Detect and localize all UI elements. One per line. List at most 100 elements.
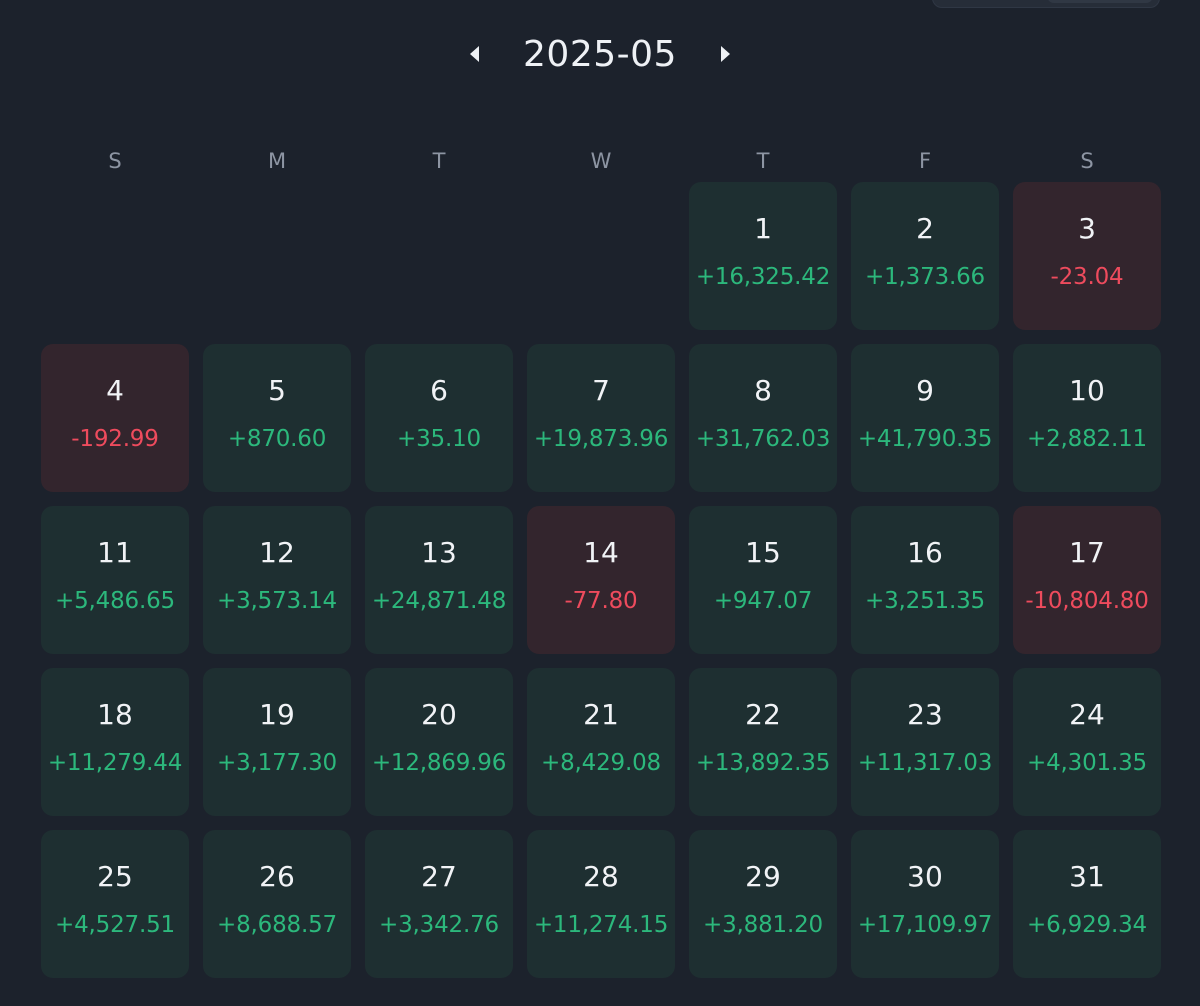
calendar-day-cell-25[interactable]: 25 +4,527.51 bbox=[41, 830, 189, 978]
calendar-day-cell-13[interactable]: 13 +24,871.48 bbox=[365, 506, 513, 654]
calendar-day-cell-18[interactable]: 18 +11,279.44 bbox=[41, 668, 189, 816]
day-number: 28 bbox=[583, 860, 619, 893]
day-number: 24 bbox=[1069, 698, 1105, 731]
calendar-day-cell-10[interactable]: 10 +2,882.11 bbox=[1013, 344, 1161, 492]
view-toggle-active-segment[interactable] bbox=[1047, 0, 1153, 3]
daily-pnl-loss: -77.80 bbox=[564, 588, 638, 614]
daily-pnl-gain: +947.07 bbox=[713, 588, 813, 614]
calendar-day-cell-9[interactable]: 9 +41,790.35 bbox=[851, 344, 999, 492]
day-number: 10 bbox=[1069, 374, 1105, 407]
day-number: 22 bbox=[745, 698, 781, 731]
weekday-sunday: S bbox=[108, 149, 122, 173]
daily-pnl-gain: +11,317.03 bbox=[857, 750, 993, 776]
caret-left-icon bbox=[470, 46, 480, 62]
daily-pnl-gain: +16,325.42 bbox=[695, 264, 831, 290]
daily-pnl-loss: -10,804.80 bbox=[1025, 588, 1149, 614]
daily-pnl-gain: +13,892.35 bbox=[695, 750, 831, 776]
daily-pnl-gain: +3,573.14 bbox=[217, 588, 337, 614]
day-number: 23 bbox=[907, 698, 943, 731]
day-number: 8 bbox=[754, 374, 772, 407]
daily-pnl-gain: +870.60 bbox=[227, 426, 327, 452]
calendar-day-cell-17[interactable]: 17 -10,804.80 bbox=[1013, 506, 1161, 654]
daily-pnl-gain: +35.10 bbox=[397, 426, 481, 452]
weekday-friday: F bbox=[918, 149, 932, 173]
calendar-empty-cell bbox=[365, 182, 513, 330]
calendar-day-cell-11[interactable]: 11 +5,486.65 bbox=[41, 506, 189, 654]
daily-pnl-gain: +3,342.76 bbox=[379, 912, 499, 938]
daily-pnl-gain: +1,373.66 bbox=[865, 264, 985, 290]
day-number: 17 bbox=[1069, 536, 1105, 569]
calendar-day-cell-16[interactable]: 16 +3,251.35 bbox=[851, 506, 999, 654]
day-number: 4 bbox=[106, 374, 124, 407]
calendar-day-cell-28[interactable]: 28 +11,274.15 bbox=[527, 830, 675, 978]
day-number: 3 bbox=[1078, 212, 1096, 245]
weekday-wednesday: W bbox=[590, 149, 612, 173]
day-number: 31 bbox=[1069, 860, 1105, 893]
calendar-day-cell-1[interactable]: 1 +16,325.42 bbox=[689, 182, 837, 330]
day-number: 21 bbox=[583, 698, 619, 731]
day-number: 26 bbox=[259, 860, 295, 893]
view-toggle[interactable] bbox=[932, 0, 1160, 8]
prev-month-button[interactable] bbox=[455, 34, 495, 74]
calendar-day-cell-6[interactable]: 6 +35.10 bbox=[365, 344, 513, 492]
calendar-day-cell-31[interactable]: 31 +6,929.34 bbox=[1013, 830, 1161, 978]
day-number: 2 bbox=[916, 212, 934, 245]
calendar-day-cell-5[interactable]: 5 +870.60 bbox=[203, 344, 351, 492]
calendar-day-cell-2[interactable]: 2 +1,373.66 bbox=[851, 182, 999, 330]
day-number: 12 bbox=[259, 536, 295, 569]
calendar-day-cell-3[interactable]: 3 -23.04 bbox=[1013, 182, 1161, 330]
day-number: 9 bbox=[916, 374, 934, 407]
daily-pnl-gain: +2,882.11 bbox=[1027, 426, 1147, 452]
daily-pnl-gain: +8,429.08 bbox=[541, 750, 661, 776]
daily-pnl-loss: -23.04 bbox=[1050, 264, 1124, 290]
calendar-day-cell-4[interactable]: 4 -192.99 bbox=[41, 344, 189, 492]
day-number: 5 bbox=[268, 374, 286, 407]
day-number: 15 bbox=[745, 536, 781, 569]
calendar-day-cell-26[interactable]: 26 +8,688.57 bbox=[203, 830, 351, 978]
daily-pnl-gain: +4,301.35 bbox=[1027, 750, 1147, 776]
caret-right-icon bbox=[720, 46, 730, 62]
calendar-day-cell-20[interactable]: 20 +12,869.96 bbox=[365, 668, 513, 816]
day-number: 25 bbox=[97, 860, 133, 893]
day-number: 14 bbox=[583, 536, 619, 569]
calendar-day-cell-21[interactable]: 21 +8,429.08 bbox=[527, 668, 675, 816]
calendar-day-cell-14[interactable]: 14 -77.80 bbox=[527, 506, 675, 654]
day-number: 29 bbox=[745, 860, 781, 893]
daily-pnl-gain: +5,486.65 bbox=[55, 588, 175, 614]
daily-pnl-gain: +3,881.20 bbox=[703, 912, 823, 938]
weekday-header-row: S M T W T F S bbox=[41, 146, 1159, 176]
day-number: 13 bbox=[421, 536, 457, 569]
day-number: 7 bbox=[592, 374, 610, 407]
daily-pnl-gain: +11,274.15 bbox=[533, 912, 669, 938]
day-number: 16 bbox=[907, 536, 943, 569]
day-number: 19 bbox=[259, 698, 295, 731]
weekday-monday: M bbox=[267, 149, 287, 173]
calendar-day-cell-30[interactable]: 30 +17,109.97 bbox=[851, 830, 999, 978]
month-title: 2025-05 bbox=[523, 33, 677, 75]
daily-pnl-gain: +4,527.51 bbox=[55, 912, 175, 938]
next-month-button[interactable] bbox=[705, 34, 745, 74]
calendar-header: 2025-05 bbox=[0, 22, 1200, 86]
calendar-day-cell-15[interactable]: 15 +947.07 bbox=[689, 506, 837, 654]
calendar-day-cell-24[interactable]: 24 +4,301.35 bbox=[1013, 668, 1161, 816]
calendar-day-cell-27[interactable]: 27 +3,342.76 bbox=[365, 830, 513, 978]
daily-pnl-gain: +11,279.44 bbox=[47, 750, 183, 776]
daily-pnl-gain: +24,871.48 bbox=[371, 588, 507, 614]
calendar-day-cell-29[interactable]: 29 +3,881.20 bbox=[689, 830, 837, 978]
daily-pnl-gain: +3,177.30 bbox=[217, 750, 337, 776]
calendar-grid: 1 +16,325.42 2 +1,373.66 3 -23.04 4 -192.99 5 +87… bbox=[41, 182, 1161, 978]
calendar-day-cell-22[interactable]: 22 +13,892.35 bbox=[689, 668, 837, 816]
day-number: 11 bbox=[97, 536, 133, 569]
day-number: 27 bbox=[421, 860, 457, 893]
daily-pnl-gain: +17,109.97 bbox=[857, 912, 993, 938]
day-number: 1 bbox=[754, 212, 772, 245]
daily-pnl-gain: +6,929.34 bbox=[1027, 912, 1147, 938]
daily-pnl-loss: -192.99 bbox=[71, 426, 159, 452]
calendar-day-cell-23[interactable]: 23 +11,317.03 bbox=[851, 668, 999, 816]
calendar-day-cell-8[interactable]: 8 +31,762.03 bbox=[689, 344, 837, 492]
calendar-day-cell-19[interactable]: 19 +3,177.30 bbox=[203, 668, 351, 816]
weekday-thursday: T bbox=[756, 149, 770, 173]
calendar-day-cell-7[interactable]: 7 +19,873.96 bbox=[527, 344, 675, 492]
calendar-empty-cell bbox=[41, 182, 189, 330]
calendar-day-cell-12[interactable]: 12 +3,573.14 bbox=[203, 506, 351, 654]
